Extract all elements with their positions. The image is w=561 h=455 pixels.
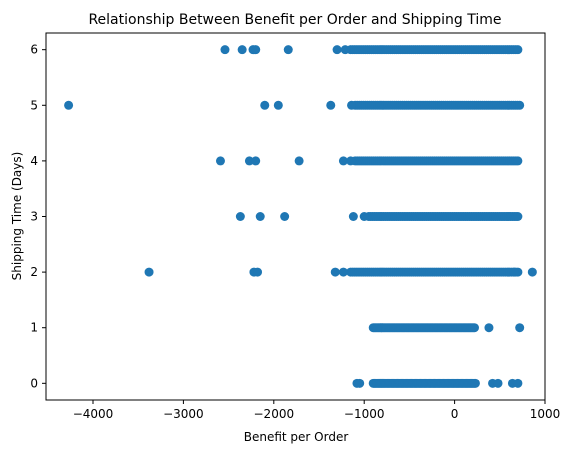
data-point	[359, 212, 369, 221]
data-point	[469, 323, 479, 333]
data-point	[493, 378, 503, 388]
y-tick-label: 2	[30, 265, 38, 279]
data-point	[64, 100, 74, 110]
data-point	[273, 100, 283, 110]
points-layer	[64, 45, 537, 388]
data-point	[513, 378, 523, 388]
data-point	[347, 100, 357, 110]
x-tick-label: −3000	[163, 407, 204, 421]
data-point	[260, 100, 270, 110]
data-point	[355, 378, 365, 388]
data-point	[235, 212, 245, 221]
y-tick-label: 3	[30, 210, 38, 224]
data-point	[470, 378, 480, 388]
data-point	[513, 45, 523, 55]
y-tick-label: 1	[30, 321, 38, 335]
data-point	[332, 45, 342, 55]
data-point	[338, 156, 348, 166]
data-point	[220, 45, 230, 55]
data-point	[527, 267, 537, 277]
x-tick-label: −4000	[73, 407, 114, 421]
data-point	[294, 156, 304, 166]
data-point	[280, 212, 290, 221]
data-point	[515, 100, 525, 110]
data-point	[484, 323, 494, 333]
y-tick-label: 6	[30, 43, 38, 57]
data-point	[326, 100, 336, 110]
y-ticks: 0 1 2 3 4 5 6	[30, 43, 46, 390]
data-point	[283, 45, 293, 55]
data-point	[330, 267, 340, 277]
data-point	[144, 267, 154, 277]
data-point	[513, 156, 523, 166]
data-point	[255, 212, 265, 221]
data-point	[253, 267, 263, 277]
data-point	[215, 156, 225, 166]
x-ticks: −4000 −3000 −2000 −1000 0 1000	[73, 400, 561, 421]
data-point	[346, 156, 356, 166]
data-point	[348, 212, 358, 221]
x-tick-label: −1000	[344, 407, 385, 421]
chart-title: Relationship Between Benefit per Order a…	[88, 12, 501, 28]
x-tick-label: 0	[451, 407, 459, 421]
data-point	[515, 323, 525, 333]
data-point	[237, 45, 247, 55]
data-point	[513, 212, 523, 221]
data-point	[340, 45, 350, 55]
data-point	[509, 267, 519, 277]
y-tick-label: 0	[30, 376, 38, 390]
y-axis-title: Shipping Time (Days)	[10, 152, 24, 281]
data-point	[251, 45, 261, 55]
x-tick-label: −2000	[254, 407, 295, 421]
x-tick-label: 1000	[530, 407, 561, 421]
x-axis-title: Benefit per Order	[244, 430, 349, 444]
data-point	[244, 156, 254, 166]
y-tick-label: 5	[30, 98, 38, 112]
y-tick-label: 4	[30, 154, 38, 168]
data-point	[251, 156, 261, 166]
data-point	[338, 267, 348, 277]
